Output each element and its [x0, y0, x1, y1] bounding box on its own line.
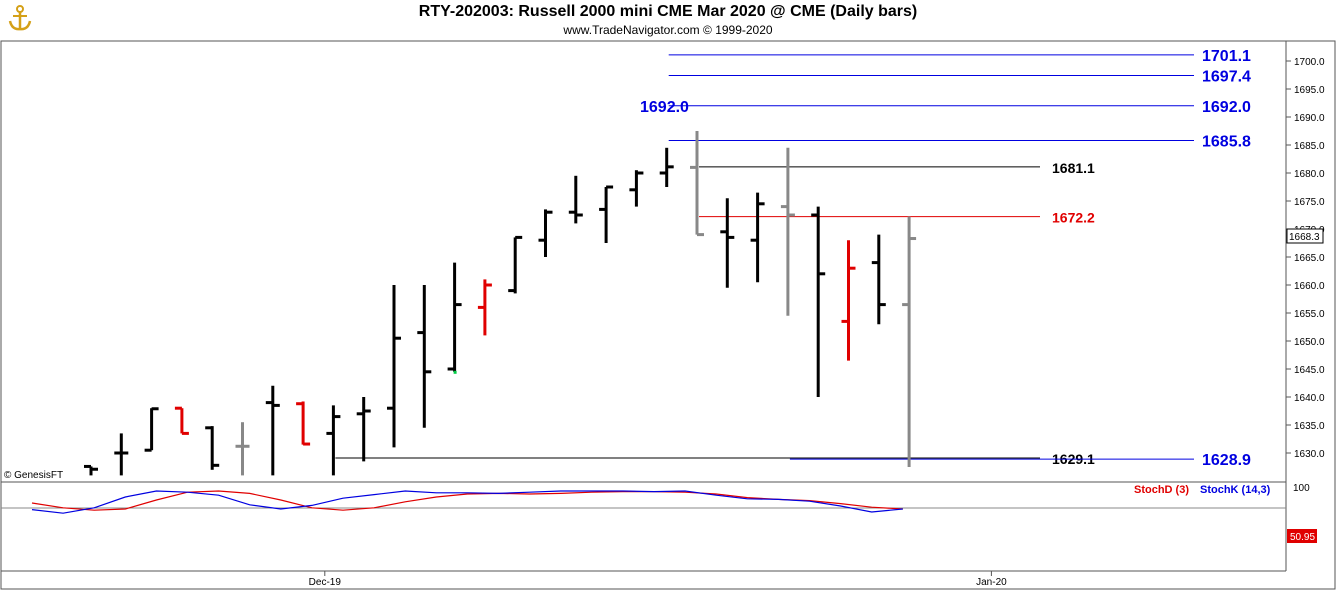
genesis-watermark: © GenesisFT — [4, 470, 64, 481]
ohlc-bar — [720, 198, 735, 288]
chart-subtitle: www.TradeNavigator.com © 1999-2020 — [563, 23, 773, 37]
price-axis-ticks: 1630.0 1635.0 1640.0 1645.0 1650.0 1655.0 1660… — [1286, 57, 1325, 460]
level-label: 1692.0 — [1202, 99, 1251, 116]
stoch-tick-100: 100 — [1293, 483, 1310, 494]
ohlc-bar — [114, 433, 129, 476]
level-label: 1681.1 — [1052, 160, 1095, 176]
level-lines: 1701.1 1697.4 1692.0 1692.0 1685.8 1681.1 1672… — [335, 48, 1251, 469]
level-label: 1701.1 — [1202, 48, 1251, 65]
level-left-label: 1692.0 — [640, 99, 689, 116]
price-tick-label: 1695.0 — [1294, 85, 1325, 96]
legend-stochd: StochD (3) — [1134, 484, 1189, 496]
ohlc-bar — [265, 385, 280, 476]
ohlc-bar — [417, 285, 432, 428]
price-tick-label: 1655.0 — [1294, 309, 1325, 320]
ohlc-bar — [690, 131, 704, 237]
bar-low-marker — [453, 370, 457, 374]
ohlc-bar — [477, 279, 492, 336]
ohlc-bar — [508, 235, 523, 294]
ohlc-bar — [447, 262, 462, 374]
time-tick-label: Dec-19 — [309, 577, 342, 588]
ohlc-bar — [235, 422, 250, 476]
ohlc-bar — [387, 285, 401, 448]
price-tick-label: 1660.0 — [1294, 281, 1325, 292]
ohlc-bar — [538, 209, 553, 257]
time-tick-label: Jan-20 — [976, 577, 1007, 588]
price-tick-label: 1630.0 — [1294, 449, 1325, 460]
ohlc-bar — [356, 397, 371, 462]
ohlc-bar — [659, 147, 674, 187]
price-tick-label: 1700.0 — [1294, 57, 1325, 68]
stoch-last-label: 50.95 — [1290, 532, 1315, 543]
ohlc-bar — [750, 192, 765, 283]
last-price-label: 1668.3 — [1289, 232, 1320, 243]
ohlc-bar — [811, 206, 826, 397]
ohlc-bar — [144, 407, 159, 452]
stoch-series-line — [31, 490, 903, 511]
chart-frame: 1701.1 1697.4 1692.0 1692.0 1685.8 1681.1 1672… — [0, 40, 1336, 590]
price-tick-label: 1690.0 — [1294, 113, 1325, 124]
level-label: 1628.9 — [1202, 452, 1251, 469]
time-axis-ticks: Dec-19 Jan-20 — [309, 571, 1007, 588]
ohlc-bar — [599, 185, 614, 243]
price-tick-label: 1665.0 — [1294, 253, 1325, 264]
level-label: 1697.4 — [1202, 69, 1251, 86]
price-tick-label: 1640.0 — [1294, 393, 1325, 404]
anchor-logo-icon — [6, 4, 34, 32]
last-price-marker: 1668.3 — [1286, 228, 1324, 244]
ohlc-bar — [871, 234, 886, 325]
price-tick-label: 1650.0 — [1294, 337, 1325, 348]
ohlc-bar — [326, 405, 341, 476]
chart-header: RTY-202003: Russell 2000 mini CME Mar 20… — [0, 0, 1336, 40]
level-label: 1685.8 — [1202, 134, 1251, 151]
ohlc-bar — [780, 147, 795, 316]
stoch-last-marker: 50.95 — [1287, 529, 1317, 543]
price-tick-label: 1645.0 — [1294, 365, 1325, 376]
price-tick-label: 1635.0 — [1294, 421, 1325, 432]
ohlc-bar — [902, 216, 917, 467]
level-label: 1672.2 — [1052, 210, 1095, 226]
ohlc-bar — [174, 406, 189, 435]
price-tick-label: 1680.0 — [1294, 169, 1325, 180]
ohlc-bar — [205, 426, 220, 470]
ohlc-bar — [841, 240, 856, 361]
ohlc-bar — [84, 464, 98, 476]
price-bars — [84, 131, 917, 476]
chart-border — [0, 40, 1336, 590]
price-tick-label: 1675.0 — [1294, 197, 1325, 208]
chart-title: RTY-202003: Russell 2000 mini CME Mar 20… — [418, 3, 918, 20]
stochastic-panel — [31, 490, 903, 514]
ohlc-bar — [296, 401, 311, 446]
ohlc-bar — [568, 175, 583, 224]
ohlc-bar — [629, 170, 644, 207]
price-tick-label: 1685.0 — [1294, 141, 1325, 152]
stoch-series-line — [31, 490, 903, 514]
legend-stochk: StochK (14,3) — [1200, 484, 1271, 496]
